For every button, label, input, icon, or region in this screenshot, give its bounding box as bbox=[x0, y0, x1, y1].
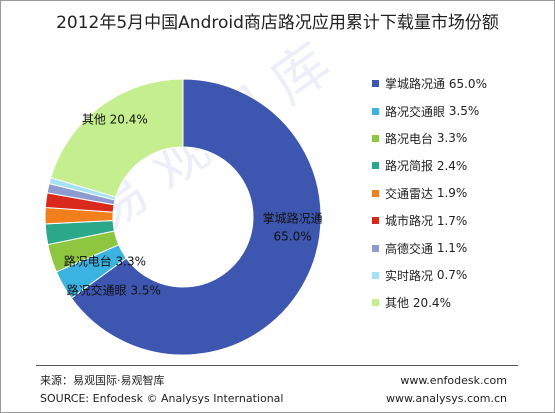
legend-value: 3.5% bbox=[448, 104, 480, 119]
chart-legend: 掌城路况通 65.0% 路况交通眼 3.5% 路况电台 3.3% 路况简报 2.4% 交… bbox=[372, 70, 547, 317]
legend-name: 掌城路况通 bbox=[385, 77, 446, 92]
legend-value: 2.4% bbox=[436, 158, 468, 173]
legend-name: 高德交通 bbox=[385, 241, 434, 256]
slice-0 bbox=[70, 78, 322, 356]
legend-item: 交通雷达 1.9% bbox=[372, 180, 547, 207]
legend-item: 路况简报 2.4% bbox=[372, 152, 547, 179]
legend-name: 交通雷达 bbox=[385, 186, 434, 201]
slice-label-0-name: 掌城路况通 bbox=[263, 211, 323, 226]
legend-name: 路况电台 bbox=[385, 131, 434, 146]
legend-item: 城市路况 1.7% bbox=[372, 207, 547, 234]
legend-swatch bbox=[372, 107, 379, 115]
legend-swatch bbox=[372, 244, 379, 252]
source-cn: 来源：易观国际·易观智库 bbox=[40, 374, 165, 387]
footer-urls: www.enfodesk.com www.analysys.com.cn bbox=[386, 372, 507, 408]
legend-name: 路况交通眼 bbox=[385, 104, 446, 119]
legend-value: 1.9% bbox=[436, 186, 468, 201]
chart-title: 2012年5月中国Android商店路况应用累计下载量市场份额 bbox=[56, 13, 499, 33]
legend-swatch bbox=[372, 134, 379, 142]
slice-label-8: 其他 20.4% bbox=[82, 113, 148, 127]
legend-value: 65.0% bbox=[448, 76, 487, 91]
slice-label-2: 路况电台 3.3% bbox=[64, 253, 146, 268]
legend-swatch bbox=[372, 189, 379, 197]
footer-divider bbox=[36, 365, 518, 366]
legend-swatch bbox=[372, 162, 379, 170]
legend-item: 实时路况 0.7% bbox=[372, 262, 547, 289]
legend-item: 路况电台 3.3% bbox=[372, 125, 547, 152]
source-en: SOURCE: Enfodesk © Analysys Internationa… bbox=[40, 392, 284, 405]
legend-swatch bbox=[372, 80, 379, 88]
legend-item: 路况交通眼 3.5% bbox=[372, 97, 547, 124]
legend-value: 3.3% bbox=[436, 131, 468, 146]
legend-value: 1.1% bbox=[436, 241, 468, 256]
footer-source: 来源：易观国际·易观智库 SOURCE: Enfodesk © Analysys… bbox=[40, 372, 283, 408]
slice-8 bbox=[50, 78, 184, 198]
legend-item: 掌城路况通 65.0% bbox=[372, 70, 547, 97]
legend-name: 城市路况 bbox=[385, 214, 434, 229]
legend-swatch bbox=[372, 271, 379, 279]
legend-value: 20.4% bbox=[412, 295, 451, 310]
legend-value: 1.7% bbox=[436, 213, 468, 228]
legend-item: 高德交通 1.1% bbox=[372, 234, 547, 261]
url-enfodesk: www.enfodesk.com bbox=[400, 374, 507, 387]
legend-name: 其他 bbox=[385, 296, 410, 311]
legend-swatch bbox=[372, 299, 379, 307]
legend-value: 0.7% bbox=[436, 268, 468, 283]
legend-swatch bbox=[372, 217, 379, 225]
legend-name: 路况简报 bbox=[385, 159, 434, 174]
legend-name: 实时路况 bbox=[385, 268, 434, 283]
url-analysys: www.analysys.com.cn bbox=[386, 392, 507, 405]
slice-label-0-value: 65.0% bbox=[274, 230, 312, 244]
slice-label-1: 路况交通眼 3.5% bbox=[67, 282, 161, 297]
legend-item: 其他 20.4% bbox=[372, 289, 547, 316]
